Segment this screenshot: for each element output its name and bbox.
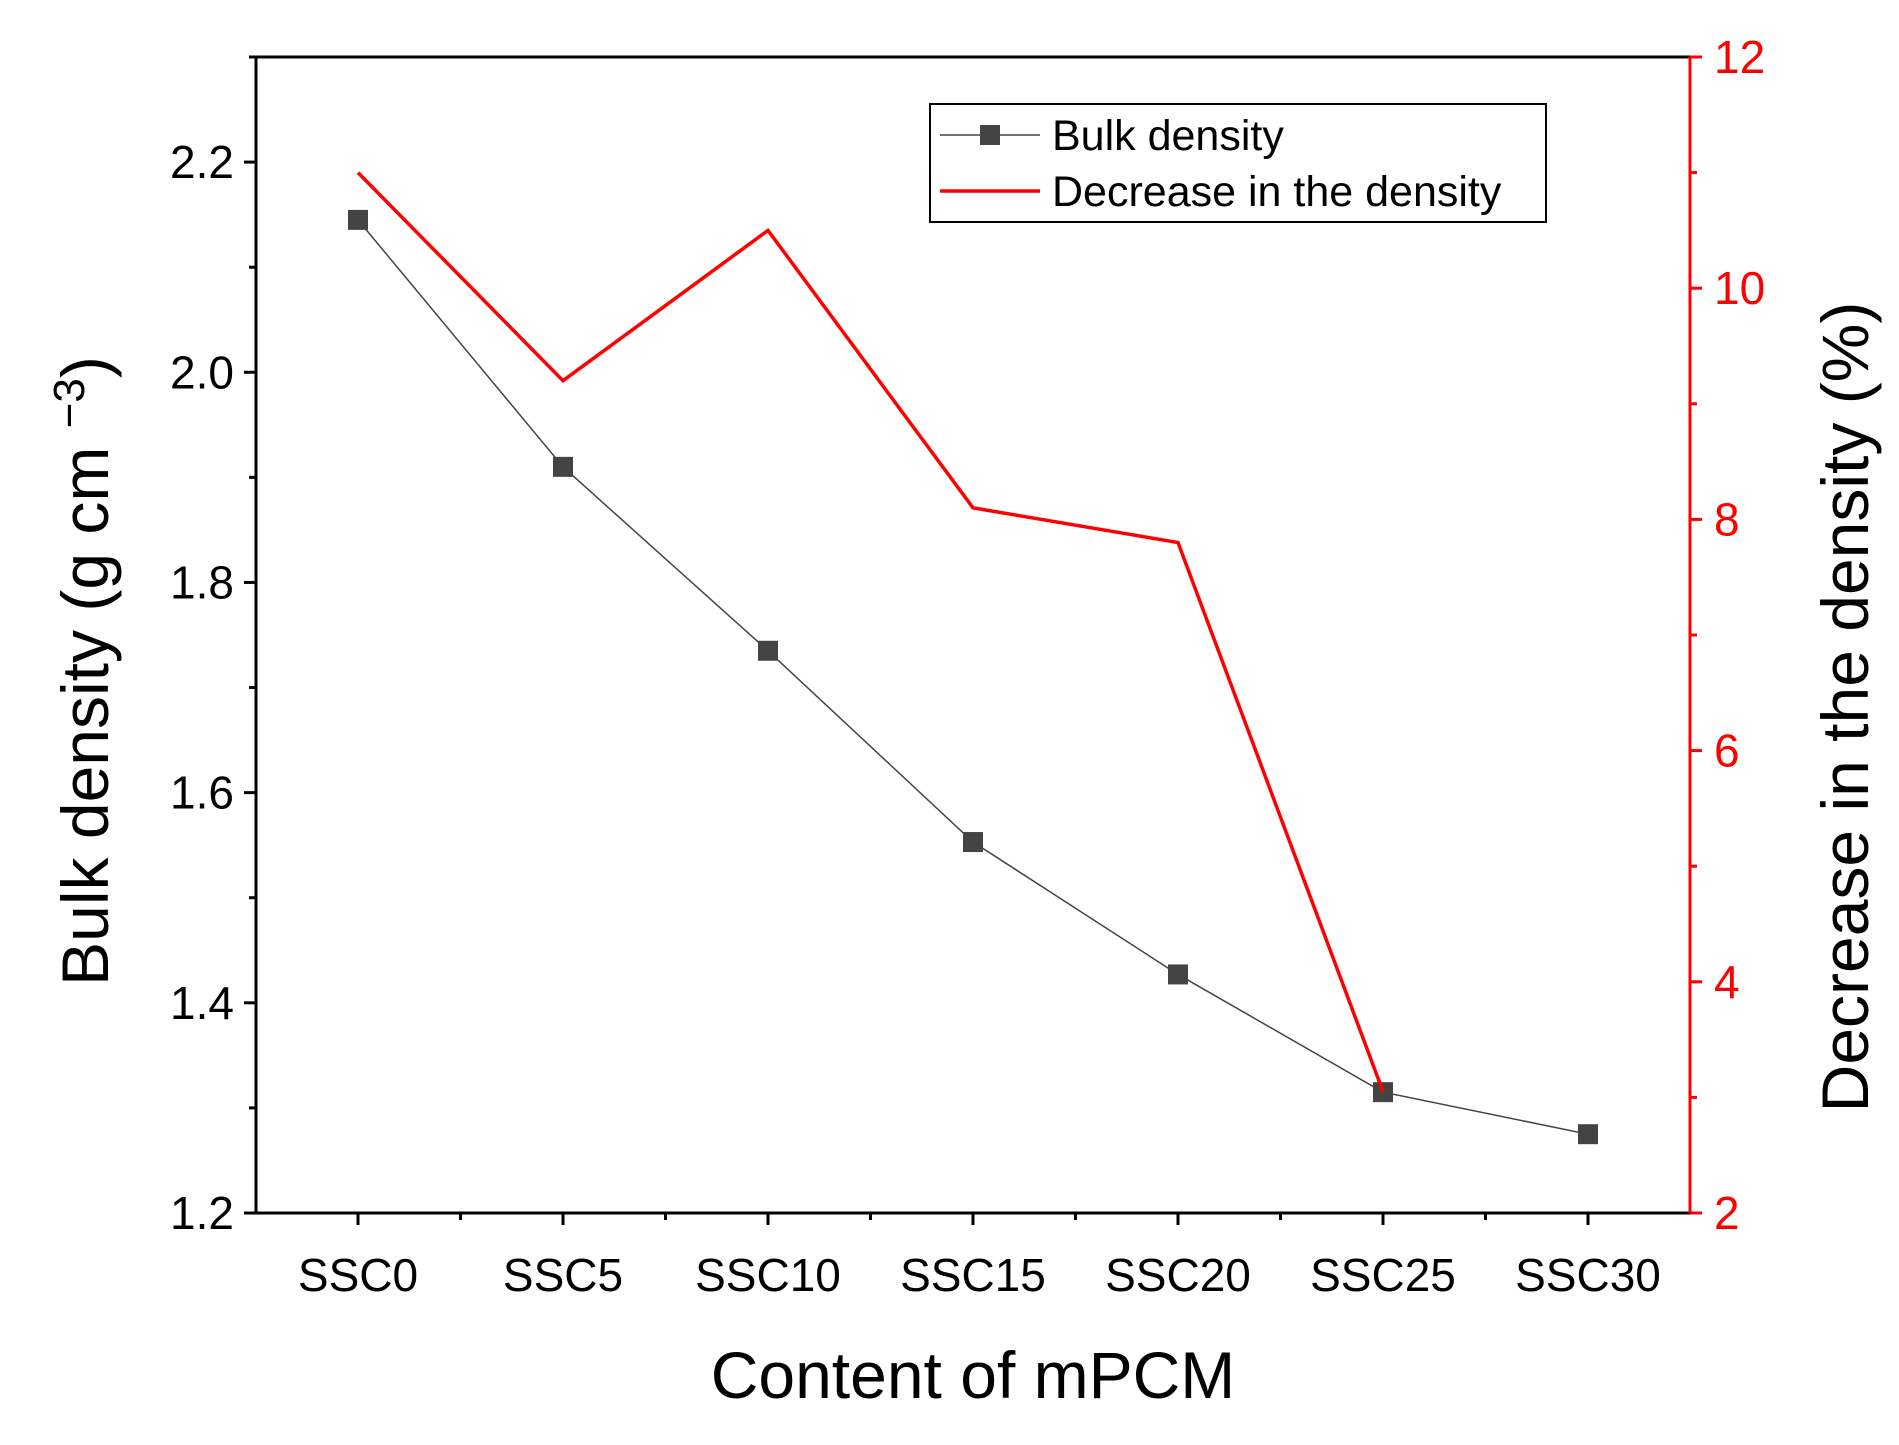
y2-axis-label: Decrease in the density (%) [1808, 302, 1882, 1113]
axis-labels: Content of mPCM Bulk density (g cm −3) Dec… [45, 302, 1883, 1412]
x-tick-label: SSC0 [298, 1249, 418, 1301]
bulk-density-marker [963, 832, 983, 853]
decrease-density-line [356, 171, 1385, 1093]
x-tick-label: SSC20 [1105, 1249, 1251, 1301]
y2-tick-label: 12 [1714, 31, 1765, 83]
y-axis-label-superscript: −3 [45, 378, 94, 428]
y2-tick-label: 8 [1714, 493, 1740, 545]
x-tick-label: SSC10 [695, 1249, 841, 1301]
legend: Bulk density Decrease in the density [929, 103, 1547, 223]
y-axis-label-main: Bulk density (g cm [48, 428, 122, 986]
bulk-density-line [357, 219, 1589, 1135]
legend-box [929, 103, 1547, 223]
y-axis-label-close: ) [48, 356, 122, 378]
x-tick-label: SSC15 [900, 1249, 1046, 1301]
x-tick-label: SSC25 [1310, 1249, 1456, 1301]
bulk-density-marker [553, 456, 573, 477]
x-tick-label: SSC30 [1515, 1249, 1661, 1301]
x-axis-label: Content of mPCM [711, 1338, 1236, 1412]
bulk-density-marker [1578, 1124, 1598, 1145]
series-layer [348, 171, 1598, 1145]
y2-tick-label: 10 [1714, 262, 1765, 314]
axes-layer: 1.2 1.4 1.6 1.8 2.0 2.2 2 4 6 8 10 12 SSC0 SSC5 SSC10 S… [170, 31, 1765, 1301]
bulk-density-marker [348, 209, 368, 230]
y-tick-label: 1.4 [170, 977, 234, 1029]
y-tick-label: 1.2 [170, 1187, 234, 1239]
legend-bulk-label: Bulk density [1052, 112, 1284, 160]
bulk-density-marker [1168, 964, 1188, 985]
y-axis-label: Bulk density (g cm −3) [45, 356, 123, 986]
y2-tick-label: 6 [1714, 725, 1740, 777]
x-tick-label: SSC5 [503, 1249, 623, 1301]
y-tick-label: 2.2 [170, 136, 234, 188]
y-tick-label: 1.8 [170, 556, 234, 608]
y-tick-label: 2.0 [170, 346, 234, 398]
legend-decrease-label: Decrease in the density [1052, 168, 1502, 216]
legend-bulk-marker [980, 125, 1000, 145]
y-tick-label: 1.6 [170, 767, 234, 819]
bulk-density-marker [758, 640, 778, 661]
bulk-density-marker [1373, 1082, 1393, 1103]
y2-tick-label: 2 [1714, 1187, 1740, 1239]
y2-tick-label: 4 [1714, 956, 1740, 1008]
